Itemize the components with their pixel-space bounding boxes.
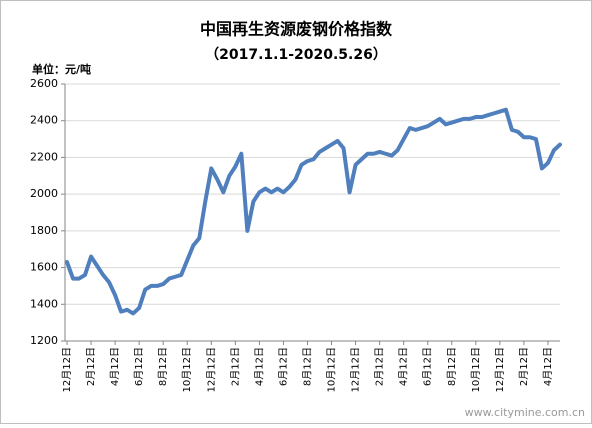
x-tick-label: 4月12日 <box>542 347 554 386</box>
chart-title: 中国再生资源废钢价格指数 <box>200 20 393 39</box>
x-tick-label: 4月12日 <box>109 347 121 386</box>
y-tick-label: 2600 <box>30 77 58 90</box>
y-tick-label: 1600 <box>30 261 58 274</box>
x-tick-label: 8月12日 <box>157 347 169 386</box>
chart-subtitle: （2017.1.1-2020.5.26） <box>205 47 387 63</box>
x-tick-label: 10月12日 <box>181 347 193 392</box>
x-tick-label: 10月12日 <box>470 347 482 392</box>
x-tick-label: 2月12日 <box>85 347 97 386</box>
y-tick-label: 1400 <box>30 297 58 310</box>
watermark: www.citymine.com.cn <box>465 406 585 419</box>
y-tick-label: 2000 <box>30 187 58 200</box>
y-tick-label: 2400 <box>30 114 58 127</box>
x-tick-label: 2月12日 <box>374 347 386 386</box>
x-tick-label: 2月12日 <box>518 347 530 386</box>
x-tick-label: 8月12日 <box>301 347 313 386</box>
data-line <box>65 107 562 316</box>
x-tick-label: 4月12日 <box>253 347 265 386</box>
x-tick-label: 6月12日 <box>133 347 145 386</box>
x-tick-label: 4月12日 <box>398 347 410 386</box>
x-tick-label: 12月12日 <box>205 347 217 392</box>
x-tick-label: 8月12日 <box>446 347 458 386</box>
x-tick-label: 6月12日 <box>277 347 289 386</box>
y-tick-label: 1800 <box>30 224 58 237</box>
y-tick-label: 2200 <box>30 150 58 163</box>
y-tick-label: 1200 <box>30 334 58 347</box>
x-tick-label: 12月12日 <box>61 347 73 392</box>
x-tick-label: 10月12日 <box>326 347 338 392</box>
y-axis-label: 单位：元/吨 <box>32 62 91 76</box>
x-tick-label: 12月12日 <box>494 347 506 392</box>
x-tick-label: 12月12日 <box>350 347 362 392</box>
x-tick-label: 2月12日 <box>229 347 241 386</box>
x-tick-label: 6月12日 <box>422 347 434 386</box>
